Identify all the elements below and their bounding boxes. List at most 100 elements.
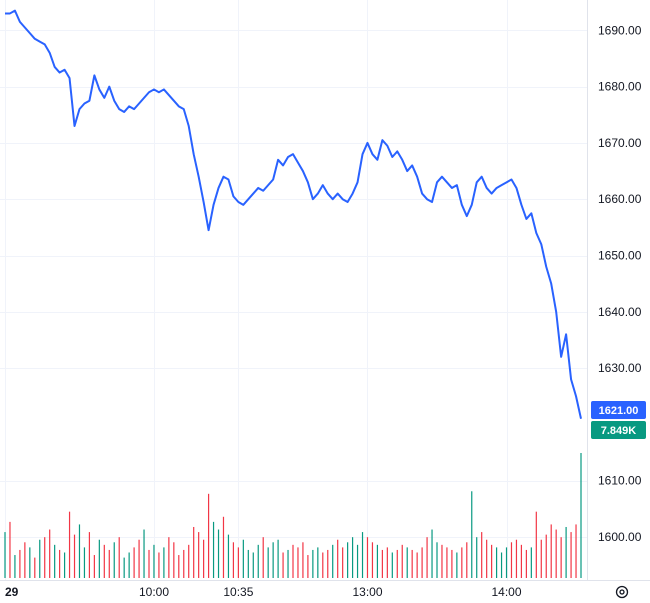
time-tick-label: 10:35 — [223, 585, 253, 599]
volume-bar-40 — [203, 539, 205, 578]
price-tick-label: 1600.00 — [598, 530, 642, 544]
volume-bar-110 — [550, 524, 552, 578]
volume-bar-63 — [317, 547, 319, 578]
volume-bar-84 — [421, 547, 423, 578]
volume-bar-35 — [178, 555, 180, 578]
volume-bar-36 — [183, 549, 185, 578]
volume-bar-91 — [456, 552, 458, 578]
volume-bar-4 — [24, 542, 26, 578]
volume-bar-104 — [520, 544, 523, 578]
volume-bar-97 — [486, 539, 488, 578]
price-axis[interactable]: 1690.00 1680.00 1670.00 1660.00 1650.00 1640.… — [598, 23, 642, 544]
volume-bar-67 — [337, 539, 339, 578]
volume-bar-11 — [59, 549, 61, 578]
volume-bar-47 — [237, 547, 239, 578]
volume-bar-87 — [436, 542, 438, 578]
volume-bar-45 — [227, 534, 230, 578]
volume-bar-48 — [242, 539, 244, 578]
volume-bar-28 — [143, 529, 145, 578]
volume-bar-79 — [396, 549, 398, 578]
volume-bar-52 — [262, 537, 264, 578]
volume-bar-86 — [431, 529, 433, 578]
volume-bar-92 — [461, 547, 463, 578]
volume-bar-72 — [361, 532, 364, 578]
volume-bar-39 — [198, 532, 200, 578]
volume-bar-90 — [451, 549, 453, 578]
volume-bar-66 — [332, 544, 334, 578]
volume-bar-41 — [207, 493, 210, 578]
price-line-group — [5, 9, 582, 419]
volume-bar-42 — [212, 521, 215, 578]
price-tick-label: 1660.00 — [598, 192, 642, 206]
volume-bar-25 — [128, 552, 130, 578]
last-price-label: 1621.00 — [599, 405, 639, 417]
volume-bar-31 — [158, 552, 160, 578]
volume-bar-82 — [411, 549, 413, 578]
volume-bar-59 — [297, 547, 299, 578]
volume-bar-106 — [530, 547, 532, 578]
volume-bar-10 — [54, 544, 56, 578]
volume-bar-51 — [257, 544, 259, 578]
volume-bar-26 — [133, 547, 135, 578]
volume-bar-81 — [406, 547, 408, 578]
time-tick-label: 14:00 — [491, 585, 521, 599]
price-tick-label: 1680.00 — [598, 80, 642, 94]
volume-bar-30 — [153, 544, 155, 578]
volume-bar-73 — [366, 537, 369, 578]
volume-bar-85 — [426, 537, 428, 578]
volume-bar-54 — [272, 542, 274, 578]
time-axis[interactable]: 29 10:00 10:35 13:00 14:00 — [5, 585, 522, 599]
volume-bar-16 — [83, 547, 86, 578]
volume-bar-98 — [491, 544, 493, 578]
price-tick-label: 1690.00 — [598, 23, 642, 37]
volume-bar-37 — [188, 544, 190, 578]
settings-gear-icon[interactable] — [615, 585, 629, 599]
time-tick-label: 13:00 — [352, 585, 382, 599]
volume-bar-57 — [287, 549, 289, 578]
volume-bar-7 — [39, 539, 41, 578]
volume-bar-64 — [322, 552, 324, 578]
volume-bar-5 — [29, 547, 31, 578]
volume-bar-68 — [342, 547, 344, 578]
time-tick-label: 10:00 — [139, 585, 169, 599]
volume-bar-96 — [481, 532, 483, 578]
volume-bar-23 — [118, 537, 120, 578]
volume-bar-105 — [525, 549, 527, 578]
volume-bar-99 — [495, 547, 498, 578]
price-tick-label: 1610.00 — [598, 474, 642, 488]
volume-bar-13 — [68, 511, 71, 578]
last-volume-label: 7.849K — [601, 425, 637, 437]
volume-bar-93 — [466, 542, 468, 578]
price-tick-label: 1650.00 — [598, 249, 642, 263]
volume-bar-62 — [312, 549, 314, 578]
volume-bar-33 — [168, 537, 170, 578]
volume-bar-71 — [356, 544, 359, 578]
volume-bar-78 — [391, 552, 393, 578]
volume-bar-32 — [163, 547, 165, 578]
volume-bar-102 — [510, 542, 513, 578]
volume-bar-111 — [555, 529, 557, 578]
volume-bar-15 — [78, 524, 81, 578]
volume-bar-88 — [441, 544, 443, 578]
volume-bar-94 — [471, 491, 473, 578]
volume-bar-22 — [113, 542, 115, 578]
last-price-badge: 1621.00 — [591, 401, 646, 419]
price-tick-label: 1640.00 — [598, 305, 642, 319]
volume-bar-17 — [88, 532, 91, 578]
volume-bar-1 — [9, 521, 11, 578]
volume-bar-14 — [73, 534, 76, 578]
volume-bar-19 — [98, 539, 100, 578]
volume-bar-55 — [277, 539, 279, 578]
volume-bar-18 — [93, 555, 95, 578]
volume-bar-83 — [416, 552, 418, 578]
volume-bar-34 — [173, 542, 175, 578]
volume-bar-3 — [19, 549, 21, 578]
grid — [0, 0, 587, 580]
volume-bar-75 — [376, 544, 379, 578]
volume-bar-2 — [14, 555, 16, 578]
price-tick-label: 1630.00 — [598, 361, 642, 375]
volume-bars — [4, 453, 582, 578]
volume-bar-70 — [351, 537, 354, 578]
